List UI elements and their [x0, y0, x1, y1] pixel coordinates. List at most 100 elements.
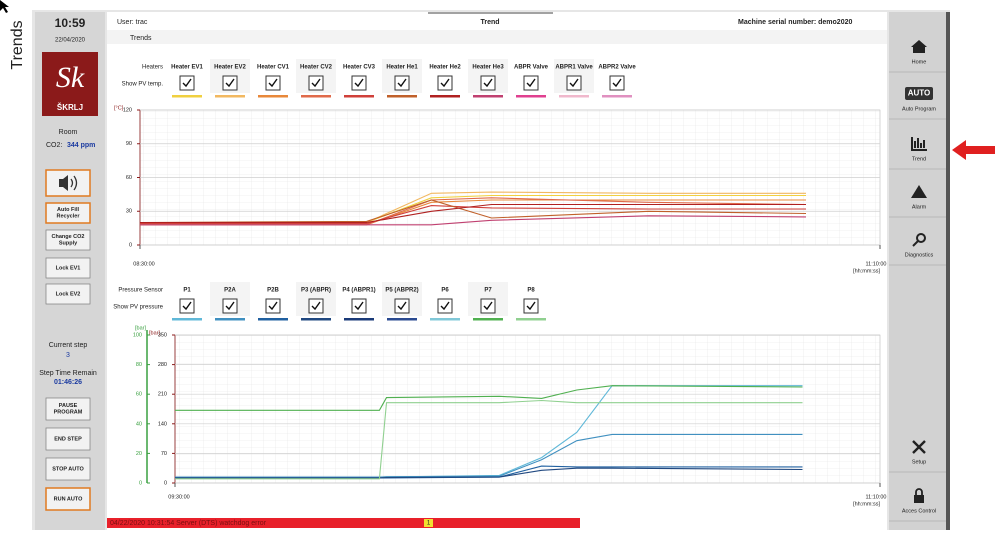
page-title: Trend	[480, 19, 499, 26]
button-label[interactable]: Auto Fill Recycler	[57, 207, 81, 220]
button[interactable]	[45, 397, 91, 421]
checkmark[interactable]	[182, 301, 192, 311]
checkbox[interactable]	[480, 298, 496, 314]
legend-show-label: Show PV pressure	[113, 305, 163, 311]
status-count-box	[424, 519, 433, 527]
nav-item[interactable]: Home	[889, 40, 946, 73]
nav-item[interactable]: Diagnostics	[889, 233, 946, 266]
y-tick-label: 210	[158, 392, 167, 398]
button-label[interactable]: STOP AUTO	[52, 466, 84, 472]
checkbox[interactable]	[523, 298, 539, 314]
legend-name: Heater CV2	[300, 65, 333, 71]
nav-label[interactable]: Acces Control	[902, 508, 936, 514]
checkmark[interactable]	[526, 301, 536, 311]
checkbox[interactable]	[566, 75, 582, 91]
legend-group-label: Pressure Sensor	[118, 288, 163, 294]
button[interactable]	[45, 202, 91, 224]
checkmark[interactable]	[225, 301, 235, 311]
checkbox[interactable]	[179, 298, 195, 314]
checkbox[interactable]	[437, 75, 453, 91]
y-axis-label: [°C]	[114, 105, 124, 111]
tab[interactable]: Trends	[130, 35, 152, 42]
nav-label[interactable]: Diagnostics	[905, 252, 934, 258]
series-line	[139, 199, 807, 224]
button-label[interactable]: RUN AUTO	[54, 496, 83, 502]
button-label[interactable]: Lock EV1	[56, 265, 81, 271]
y2-tick-label: 100	[133, 332, 142, 338]
nav-item[interactable]: Trend	[889, 137, 946, 170]
icon	[911, 137, 927, 151]
button-label[interactable]: PAUSE PROGRAM	[54, 403, 83, 416]
nav-item[interactable]: AUTO Auto Program	[889, 87, 946, 120]
button-label[interactable]: END STEP	[54, 436, 82, 442]
speaker-button[interactable]	[45, 169, 91, 197]
checkbox[interactable]	[609, 75, 625, 91]
checkbox[interactable]	[351, 298, 367, 314]
legend-name: ABPR1 Valve	[555, 65, 593, 71]
checkmark[interactable]	[354, 301, 364, 311]
legend-name: P6	[441, 288, 449, 294]
y2-tick-label: 20	[136, 451, 142, 457]
checkbox[interactable]	[265, 298, 281, 314]
cursor	[0, 0, 9, 13]
checkbox[interactable]	[179, 75, 195, 91]
button[interactable]	[45, 257, 91, 279]
checkmark[interactable]	[268, 301, 278, 311]
auto-icon: AUTO	[908, 89, 931, 98]
checkmark[interactable]	[182, 78, 192, 88]
checkmark[interactable]	[225, 78, 235, 88]
y-tick-label: 90	[126, 141, 132, 147]
checkmark[interactable]	[311, 301, 321, 311]
checkmark[interactable]	[354, 78, 364, 88]
x-tick-label: 09:30:00	[168, 494, 189, 500]
checkbox[interactable]	[222, 298, 238, 314]
co2-value: 344 ppm	[67, 142, 95, 149]
nav-label[interactable]: Home	[912, 59, 927, 65]
series-line	[140, 203, 806, 224]
nav-item[interactable]: Setup	[889, 440, 946, 473]
checkbox[interactable]	[523, 75, 539, 91]
checkmark[interactable]	[397, 301, 407, 311]
checkbox[interactable]	[222, 75, 238, 91]
nav-item[interactable]: Acces Control	[889, 488, 946, 522]
button[interactable]	[45, 283, 91, 305]
checkmark[interactable]	[440, 301, 450, 311]
checkbox[interactable]	[351, 75, 367, 91]
nav-item[interactable]: Alarm	[889, 185, 946, 218]
button[interactable]	[45, 229, 91, 251]
checkmark[interactable]	[483, 301, 493, 311]
button-label[interactable]: Lock EV2	[56, 291, 81, 297]
logo-text: ŠKRLJ	[57, 103, 83, 112]
nav-label[interactable]: Alarm	[912, 204, 927, 210]
legend-swatch	[602, 95, 632, 98]
checkmark[interactable]	[440, 78, 450, 88]
legend-show-label: Show PV temp.	[122, 82, 164, 88]
nav-label[interactable]: Trend	[912, 156, 926, 162]
plot-area	[174, 334, 881, 484]
legend-swatch	[258, 318, 288, 321]
button[interactable]	[45, 427, 91, 451]
legend-swatch	[215, 318, 245, 321]
checkbox[interactable]	[308, 298, 324, 314]
checkbox[interactable]	[308, 75, 324, 91]
nav-label[interactable]: Auto Program	[902, 106, 936, 112]
button-label[interactable]: Change CO2 Supply	[51, 234, 84, 247]
series-line	[140, 205, 806, 225]
button[interactable]	[45, 457, 91, 481]
checkbox[interactable]	[480, 75, 496, 91]
checkmark[interactable]	[483, 78, 493, 88]
checkbox[interactable]	[394, 298, 410, 314]
checkmark[interactable]	[311, 78, 321, 88]
y-tick-label: 60	[126, 175, 132, 181]
nav-label[interactable]: Setup	[912, 459, 926, 465]
checkbox[interactable]	[394, 75, 410, 91]
checkmark[interactable]	[526, 78, 536, 88]
checkbox[interactable]	[437, 298, 453, 314]
checkmark[interactable]	[569, 78, 579, 88]
button[interactable]	[45, 487, 91, 511]
checkmark[interactable]	[612, 78, 622, 88]
checkmark[interactable]	[397, 78, 407, 88]
checkmark[interactable]	[268, 78, 278, 88]
checkbox[interactable]	[265, 75, 281, 91]
